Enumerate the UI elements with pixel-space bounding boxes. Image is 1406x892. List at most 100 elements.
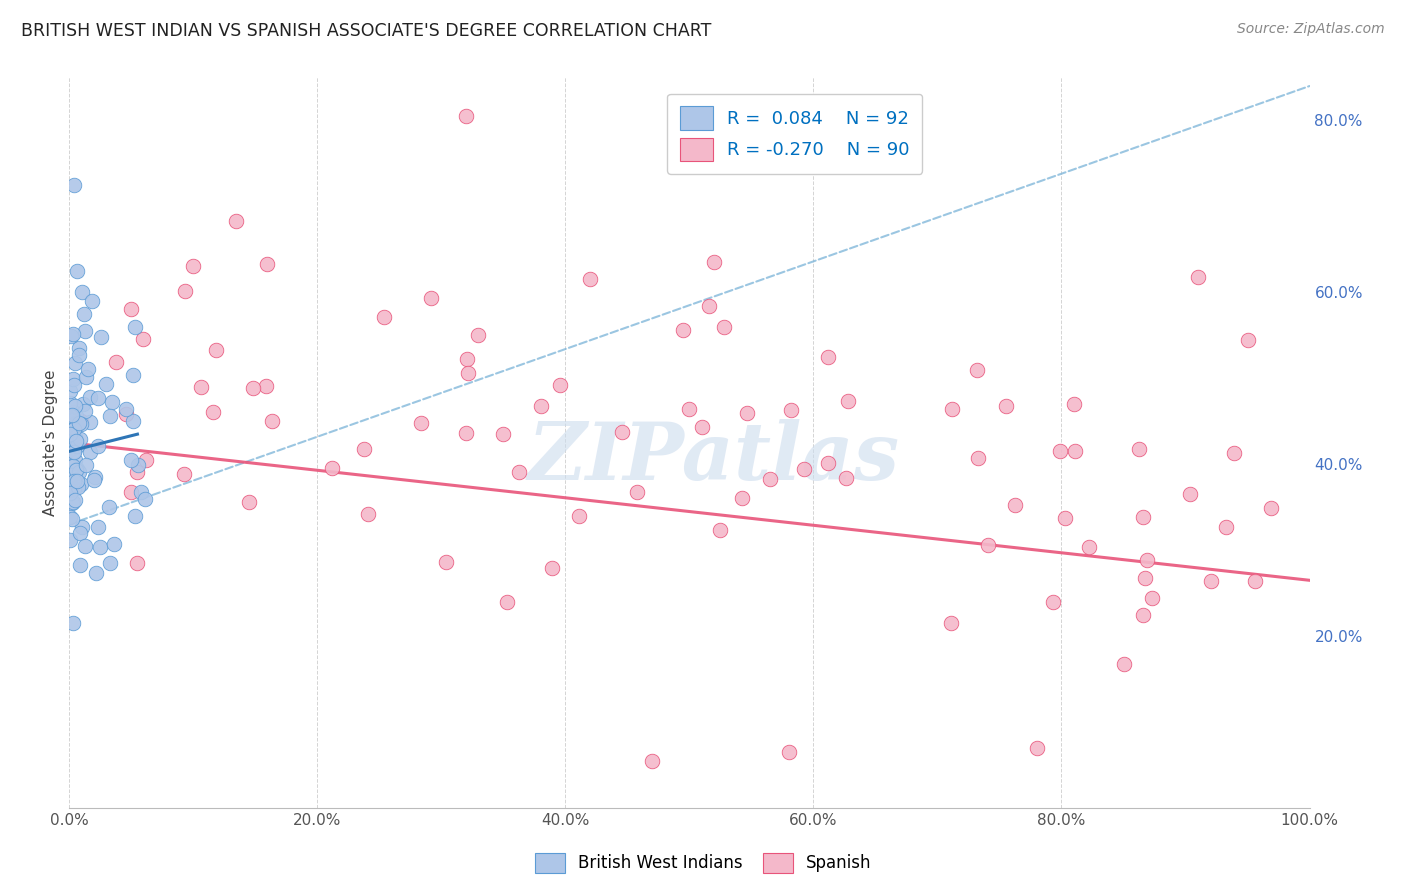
Point [492,427,515,442]
Point [103,536,125,550]
Point [242,381,264,395]
Point [409,416,432,430]
Point [1223,445,1246,459]
Point [65,409,87,423]
Point [127,458,149,473]
Point [69,432,91,446]
Point [75,324,97,338]
Point [132,332,155,346]
Point [83,473,105,487]
Point [457,367,479,381]
Point [1049,444,1071,458]
Point [1004,498,1026,512]
Point [1178,486,1201,500]
Point [60,496,83,510]
Point [67,416,90,430]
Point [60,512,83,526]
Point [357,507,380,521]
Point [59,409,82,423]
Point [62,616,84,631]
Point [89,541,111,555]
Point [353,442,375,456]
Point [837,393,859,408]
Point [1243,574,1265,588]
Point [63,482,86,496]
Point [1132,509,1154,524]
Point [817,456,839,470]
Point [82,294,104,309]
Point [67,348,90,362]
Point [59,384,82,398]
Point [84,470,107,484]
Point [1132,607,1154,622]
Point [67,465,90,479]
Point [97,500,120,514]
Point [60,441,83,455]
Point [793,462,815,476]
Point [59,533,82,547]
Point [1042,595,1064,609]
Point [548,378,571,392]
Point [63,430,86,444]
Point [174,285,197,299]
Point [63,422,86,436]
Point [59,426,82,441]
Point [75,539,97,553]
Point [63,421,86,435]
Point [100,395,122,409]
Y-axis label: Associate's Degree: Associate's Degree [44,369,58,516]
Point [508,465,530,479]
Point [134,492,156,507]
Point [1135,570,1157,584]
Point [90,329,112,343]
Point [254,379,277,393]
Point [62,405,84,419]
Point [434,556,457,570]
Point [73,307,96,321]
Point [420,291,443,305]
Point [62,428,84,442]
Point [456,351,478,366]
Point [1236,333,1258,347]
Point [731,491,754,505]
Point [1260,501,1282,516]
Point [87,391,110,405]
Point [75,369,97,384]
Point [63,493,86,508]
Point [69,526,91,541]
Point [124,320,146,334]
Point [65,439,87,453]
Point [995,399,1018,413]
Point [66,480,89,494]
Point [612,425,634,439]
Point [120,452,142,467]
Point [127,556,149,570]
Text: Source: ZipAtlas.com: Source: ZipAtlas.com [1237,22,1385,37]
Point [124,509,146,524]
Text: ZIPatlas: ZIPatlas [529,418,900,496]
Point [672,323,695,337]
Point [1199,574,1222,589]
Point [122,368,145,383]
Point [59,396,82,410]
Point [60,467,83,482]
Point [568,509,591,524]
Point [456,425,478,440]
Point [67,342,90,356]
Point [699,299,721,313]
Point [778,745,800,759]
Point [66,462,89,476]
Point [60,459,83,474]
Point [496,595,519,609]
Point [66,264,89,278]
Point [225,214,247,228]
Point [70,519,93,533]
Point [1136,553,1159,567]
Point [63,474,86,488]
Point [1064,443,1087,458]
Point [941,401,963,416]
Point [79,390,101,404]
Point [62,327,84,342]
Point [84,566,107,580]
Point [66,475,89,489]
